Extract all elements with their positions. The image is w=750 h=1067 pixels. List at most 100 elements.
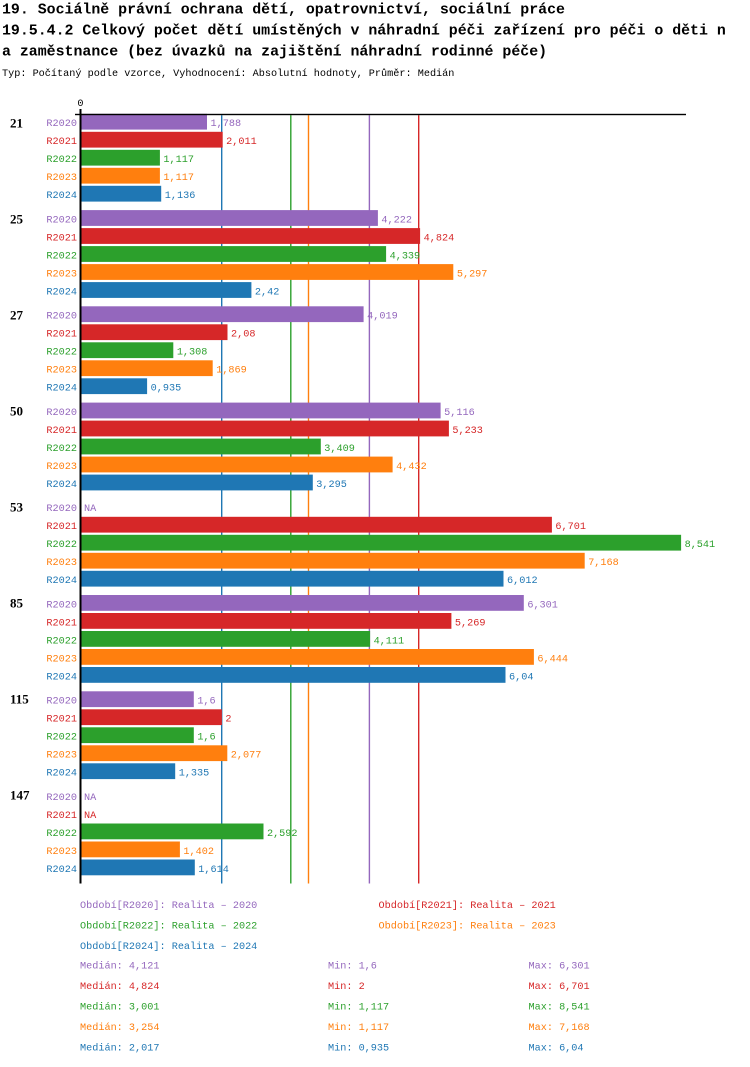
svg-text:NA: NA xyxy=(84,811,97,822)
svg-text:R2024: R2024 xyxy=(46,384,77,395)
svg-text:25: 25 xyxy=(10,211,24,226)
svg-text:3,295: 3,295 xyxy=(316,480,347,491)
svg-text:Medián: 4,121: Medián: 4,121 xyxy=(80,960,159,972)
svg-text:5,233: 5,233 xyxy=(452,426,483,437)
svg-text:R2020: R2020 xyxy=(46,119,77,130)
svg-text:R2023: R2023 xyxy=(46,462,77,473)
svg-text:1,402: 1,402 xyxy=(183,847,214,858)
svg-text:2,08: 2,08 xyxy=(231,330,255,341)
svg-text:Období[R2020]: Realita – 2020: Období[R2020]: Realita – 2020 xyxy=(80,900,257,912)
svg-text:4,824: 4,824 xyxy=(424,233,455,244)
svg-text:R2020: R2020 xyxy=(46,312,77,323)
svg-text:4,111: 4,111 xyxy=(374,636,405,647)
svg-text:NA: NA xyxy=(84,504,97,515)
svg-text:R2021: R2021 xyxy=(46,715,77,726)
svg-text:0: 0 xyxy=(77,99,83,110)
svg-text:7,168: 7,168 xyxy=(588,558,619,569)
svg-text:R2024: R2024 xyxy=(46,672,77,683)
svg-text:R2024: R2024 xyxy=(46,769,77,780)
svg-text:4,339: 4,339 xyxy=(390,251,421,262)
svg-text:0,935: 0,935 xyxy=(151,384,182,395)
svg-text:1,6: 1,6 xyxy=(197,697,215,708)
svg-text:NA: NA xyxy=(84,793,97,804)
svg-text:5,116: 5,116 xyxy=(444,408,475,419)
svg-text:53: 53 xyxy=(10,499,24,514)
svg-text:Období[R2021]: Realita – 2021: Období[R2021]: Realita – 2021 xyxy=(379,900,556,912)
svg-text:2,592: 2,592 xyxy=(267,829,298,840)
svg-text:Min: 2: Min: 2 xyxy=(328,981,365,993)
svg-text:6,444: 6,444 xyxy=(537,654,568,665)
svg-text:Období[R2022]: Realita – 2022: Období[R2022]: Realita – 2022 xyxy=(80,920,257,932)
svg-text:a zaměstnance (bez úvazků na z: a zaměstnance (bez úvazků na zajištění n… xyxy=(2,45,547,61)
svg-text:R2022: R2022 xyxy=(46,348,77,359)
svg-text:4,222: 4,222 xyxy=(381,215,412,226)
svg-text:1,335: 1,335 xyxy=(179,769,210,780)
svg-text:R2020: R2020 xyxy=(46,408,77,419)
svg-text:R2023: R2023 xyxy=(46,269,77,280)
svg-text:6,701: 6,701 xyxy=(555,522,586,533)
svg-text:R2023: R2023 xyxy=(46,847,77,858)
svg-text:6,04: 6,04 xyxy=(509,672,533,683)
svg-text:Min: 1,6: Min: 1,6 xyxy=(328,960,377,972)
svg-text:R2020: R2020 xyxy=(46,697,77,708)
svg-text:Medián: 4,824: Medián: 4,824 xyxy=(80,981,159,993)
svg-text:R2020: R2020 xyxy=(46,504,77,515)
svg-text:27: 27 xyxy=(10,307,24,322)
svg-text:R2023: R2023 xyxy=(46,654,77,665)
svg-text:Max: 6,701: Max: 6,701 xyxy=(529,982,590,993)
svg-text:5,269: 5,269 xyxy=(455,618,486,629)
svg-text:2,42: 2,42 xyxy=(255,287,279,298)
svg-text:R2024: R2024 xyxy=(46,576,77,587)
svg-text:R2021: R2021 xyxy=(46,330,77,341)
svg-text:R2022: R2022 xyxy=(46,251,77,262)
svg-text:4,432: 4,432 xyxy=(396,462,427,473)
svg-text:R2020: R2020 xyxy=(46,793,77,804)
svg-text:R2020: R2020 xyxy=(46,215,77,226)
svg-text:1,117: 1,117 xyxy=(163,173,194,184)
svg-text:1,308: 1,308 xyxy=(177,348,208,359)
svg-text:R2023: R2023 xyxy=(46,366,77,377)
svg-text:R2021: R2021 xyxy=(46,811,77,822)
svg-text:19.5.4.2 Celkový počet dětí um: 19.5.4.2 Celkový počet dětí umístěných v… xyxy=(2,24,726,40)
svg-text:R2024: R2024 xyxy=(46,865,77,876)
svg-text:21: 21 xyxy=(10,115,23,130)
svg-text:Max: 6,04: Max: 6,04 xyxy=(529,1043,584,1054)
svg-text:Typ: Počítaný podle vzorce, Vy: Typ: Počítaný podle vzorce, Vyhodnocení:… xyxy=(2,67,454,80)
svg-text:R2024: R2024 xyxy=(46,287,77,298)
svg-text:Medián: 3,001: Medián: 3,001 xyxy=(80,1001,159,1013)
svg-text:R2022: R2022 xyxy=(46,829,77,840)
svg-text:19. Sociálně právní ochrana dě: 19. Sociálně právní ochrana dětí, opatro… xyxy=(2,3,565,19)
svg-text:4,019: 4,019 xyxy=(367,312,398,323)
svg-text:1,869: 1,869 xyxy=(216,366,247,377)
svg-text:R2021: R2021 xyxy=(46,522,77,533)
svg-text:R2021: R2021 xyxy=(46,426,77,437)
svg-text:Max: 8,541: Max: 8,541 xyxy=(529,1002,590,1013)
svg-text:2: 2 xyxy=(225,715,231,726)
svg-text:R2022: R2022 xyxy=(46,733,77,744)
svg-text:1,117: 1,117 xyxy=(163,155,194,166)
svg-text:R2024: R2024 xyxy=(46,191,77,202)
svg-text:1,136: 1,136 xyxy=(165,191,196,202)
svg-text:R2024: R2024 xyxy=(46,480,77,491)
svg-text:1,788: 1,788 xyxy=(211,119,242,130)
svg-text:R2020: R2020 xyxy=(46,600,77,611)
svg-text:Období[R2024]: Realita – 2024: Období[R2024]: Realita – 2024 xyxy=(80,941,257,953)
svg-text:R2022: R2022 xyxy=(46,155,77,166)
svg-text:R2021: R2021 xyxy=(46,137,77,148)
svg-text:Medián: 3,254: Medián: 3,254 xyxy=(80,1022,159,1034)
svg-text:5,297: 5,297 xyxy=(457,269,488,280)
svg-text:1,6: 1,6 xyxy=(197,733,215,744)
svg-text:50: 50 xyxy=(10,403,23,418)
svg-text:8,541: 8,541 xyxy=(685,540,716,551)
svg-text:Max: 6,301: Max: 6,301 xyxy=(529,961,590,972)
svg-text:1,614: 1,614 xyxy=(198,865,229,876)
svg-text:3,409: 3,409 xyxy=(324,444,355,455)
svg-text:R2023: R2023 xyxy=(46,751,77,762)
svg-text:Min: 1,117: Min: 1,117 xyxy=(328,1022,389,1034)
svg-text:R2023: R2023 xyxy=(46,173,77,184)
svg-text:6,012: 6,012 xyxy=(507,576,538,587)
svg-text:6,301: 6,301 xyxy=(527,600,558,611)
svg-text:2,077: 2,077 xyxy=(231,751,262,762)
svg-text:147: 147 xyxy=(10,787,30,802)
svg-text:R2021: R2021 xyxy=(46,233,77,244)
